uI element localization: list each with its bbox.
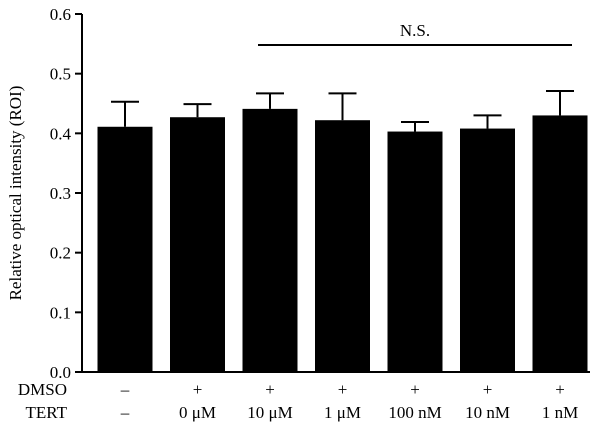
y-axis-label: Relative optical intensity (ROI) xyxy=(6,86,25,301)
tert-label-6: 1 nM xyxy=(542,403,578,422)
tert-label-3: 1 μM xyxy=(324,403,361,422)
y-tick-label-0: 0.0 xyxy=(50,363,71,382)
bar-4 xyxy=(387,131,443,372)
row-label-tert: TERT xyxy=(26,403,68,422)
significance-label: N.S. xyxy=(400,21,430,40)
dmso-label-2: + xyxy=(265,380,275,399)
y-tick-label-3: 0.3 xyxy=(50,184,71,203)
y-tick-label-4: 0.4 xyxy=(50,124,72,143)
tert-label-1: 0 μM xyxy=(179,403,216,422)
tert-label-4: 100 nM xyxy=(388,403,441,422)
y-tick-label-5: 0.5 xyxy=(50,65,71,84)
tert-label-0: – xyxy=(120,403,130,422)
dmso-label-5: + xyxy=(483,380,493,399)
dmso-label-3: + xyxy=(338,380,348,399)
bar-1 xyxy=(170,117,225,373)
y-tick-label-2: 0.2 xyxy=(50,244,71,263)
y-tick-label-1: 0.1 xyxy=(50,303,71,322)
dmso-label-6: + xyxy=(555,380,565,399)
row-label-dmso: DMSO xyxy=(18,380,67,399)
bar-0 xyxy=(97,126,153,373)
bar-3 xyxy=(315,120,370,372)
bar-5 xyxy=(460,128,515,372)
tert-label-2: 10 μM xyxy=(247,403,292,422)
bar-2 xyxy=(242,108,298,373)
tert-label-5: 10 nM xyxy=(465,403,510,422)
dmso-label-4: + xyxy=(410,380,420,399)
bar-6 xyxy=(532,115,588,372)
dmso-label-1: + xyxy=(193,380,203,399)
dmso-label-0: – xyxy=(120,380,130,399)
y-tick-label-6: 0.6 xyxy=(50,5,71,24)
